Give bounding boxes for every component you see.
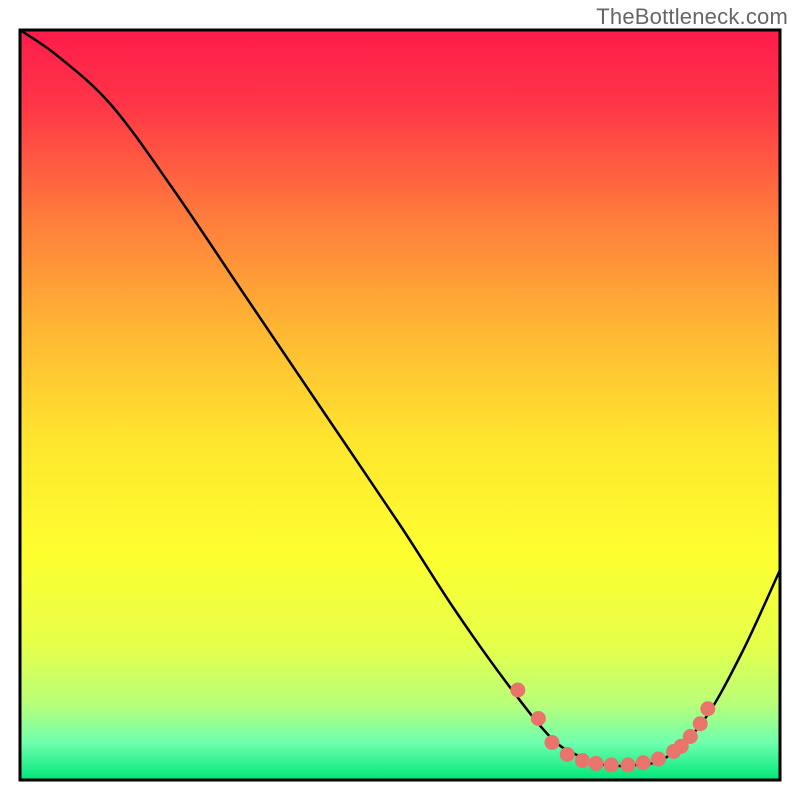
marker-dot: [651, 752, 666, 767]
marker-dot: [700, 701, 715, 716]
marker-dot: [636, 755, 651, 770]
chart-container: TheBottleneck.com: [0, 0, 800, 800]
marker-dot: [621, 758, 636, 773]
marker-dot: [531, 711, 546, 726]
marker-dot: [560, 747, 575, 762]
marker-dot: [575, 753, 590, 768]
bottleneck-curve-chart: [0, 0, 800, 800]
marker-dot: [693, 716, 708, 731]
marker-dot: [510, 683, 525, 698]
marker-dot: [683, 729, 698, 744]
watermark-text: TheBottleneck.com: [596, 4, 788, 30]
marker-dot: [604, 758, 619, 773]
marker-dot: [589, 756, 604, 771]
gradient-background: [20, 30, 780, 780]
marker-dot: [545, 735, 560, 750]
